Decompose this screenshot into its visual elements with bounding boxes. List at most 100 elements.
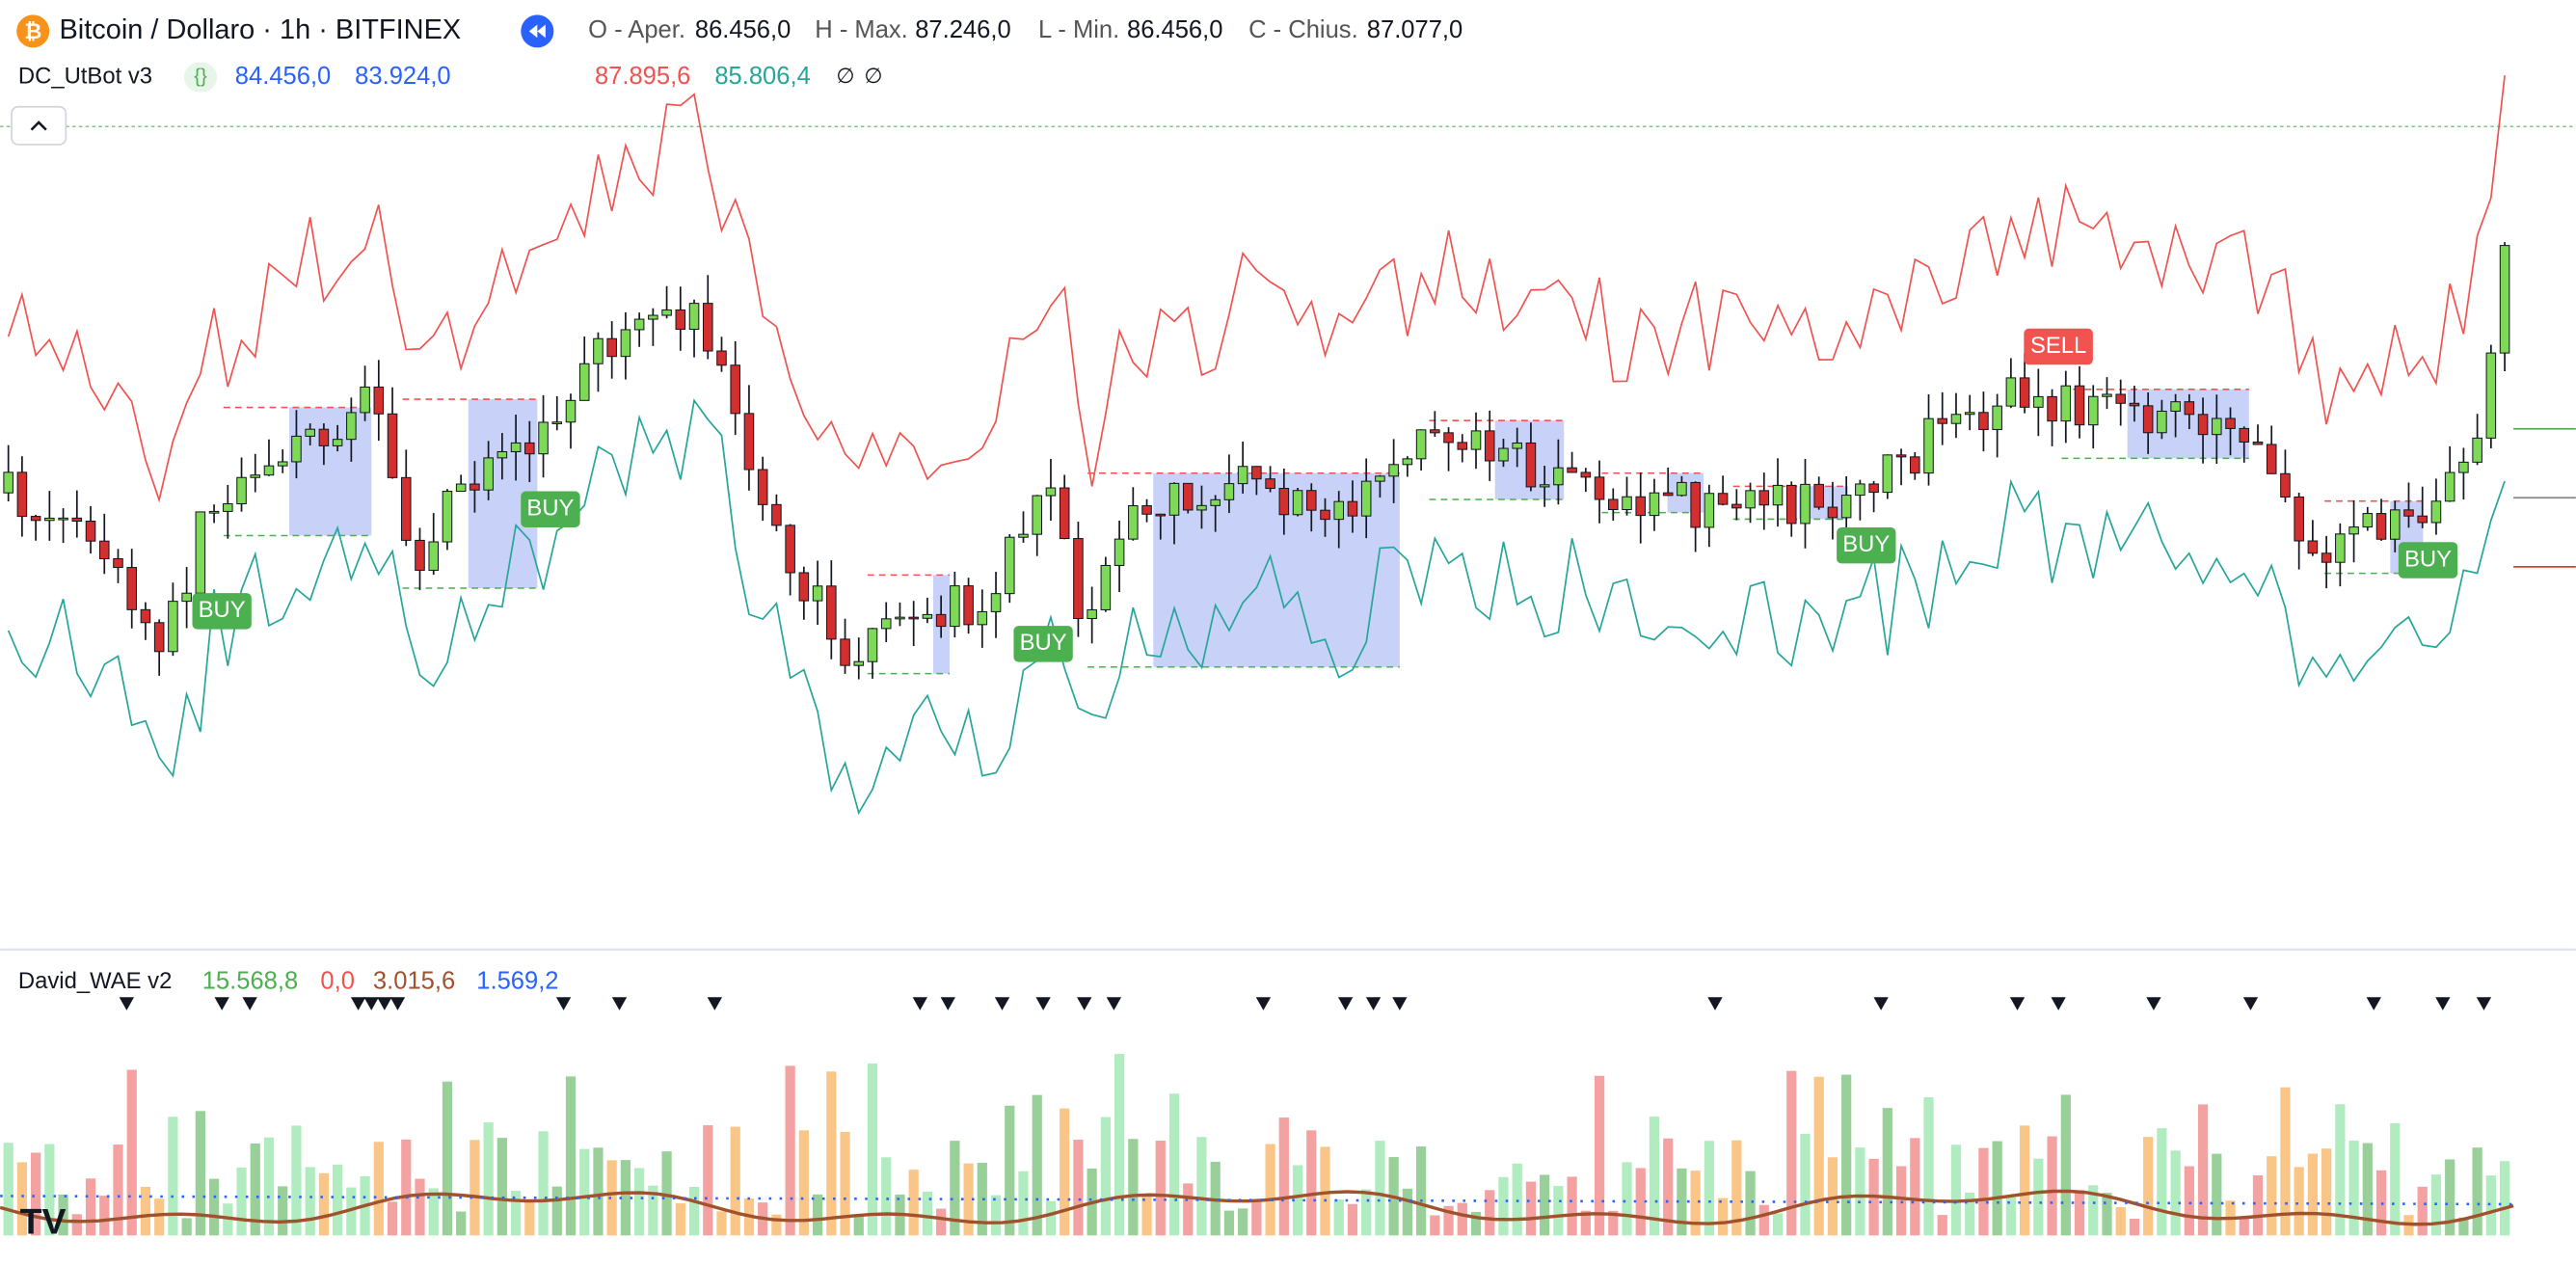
signal-triangle — [350, 997, 366, 1010]
candle-body — [113, 557, 123, 569]
signal-triangle — [1707, 997, 1723, 1010]
histogram-bar — [3, 1143, 13, 1236]
ohlc-label: O - Aper. — [588, 16, 685, 43]
candle-body — [2115, 393, 2126, 404]
histogram-bar — [442, 1081, 453, 1236]
candle-body — [798, 572, 810, 602]
histogram-bar — [85, 1178, 96, 1236]
candle-body — [1950, 414, 1962, 424]
candle-body — [1785, 484, 1797, 525]
candle-body — [1937, 417, 1948, 424]
histogram-bar — [1910, 1138, 1920, 1236]
indicator-value: ∅ — [864, 64, 882, 88]
candle-body — [98, 540, 110, 560]
candle-body — [771, 503, 782, 526]
candle-body — [853, 660, 865, 666]
candle-body — [2485, 352, 2497, 439]
histogram-bar — [2088, 1185, 2099, 1236]
candle-body — [496, 450, 508, 459]
candle-body — [606, 337, 617, 358]
histogram-bar — [881, 1157, 892, 1236]
signal-triangle — [2476, 997, 2492, 1010]
candle-body — [2499, 245, 2510, 354]
collapse-button[interactable] — [11, 105, 67, 146]
histogram-bar — [2197, 1104, 2209, 1236]
logo[interactable]: TV — [20, 1200, 67, 1241]
ohlc-label: L - Min. — [1038, 16, 1119, 43]
signal-triangle — [994, 997, 1010, 1010]
candle-body — [1662, 492, 1674, 497]
candle-body — [332, 439, 343, 446]
signal-label: BUY — [526, 496, 574, 522]
candle-body — [400, 476, 412, 541]
histogram-bar — [1923, 1097, 1934, 1236]
candle-body — [1622, 496, 1632, 511]
source-glyph: {} — [194, 65, 207, 87]
candle-body — [1004, 536, 1015, 595]
candle-body — [826, 585, 837, 640]
signal-triangle — [1873, 997, 1889, 1010]
indicator-name[interactable]: DC_UtBot v3 — [18, 63, 152, 89]
candle-body — [1910, 456, 1920, 474]
signal-triangle — [2435, 997, 2451, 1010]
histogram-bar — [2143, 1137, 2154, 1236]
histogram-bar — [16, 1162, 28, 1236]
signal-badge — [1013, 626, 1073, 662]
ohlc-label: C - Chius. — [1248, 16, 1358, 43]
histogram-bar — [2239, 1217, 2249, 1236]
histogram-bar — [1306, 1130, 1317, 1236]
histogram-bar — [1238, 1208, 1248, 1236]
candle-body — [1100, 564, 1112, 610]
histogram-bar — [1635, 1168, 1646, 1236]
candle-body — [2184, 401, 2195, 416]
signal-triangle — [1392, 997, 1408, 1010]
histogram-bar — [936, 1208, 947, 1236]
signal-triangle — [1106, 997, 1122, 1010]
histogram-bar — [1540, 1174, 1550, 1236]
histogram-bar — [2170, 1150, 2181, 1236]
signal-triangle — [2366, 997, 2381, 1010]
indicator-value: 87.895,6 — [595, 63, 690, 90]
candle-body — [1045, 487, 1057, 497]
histogram-bar — [1772, 1213, 1784, 1236]
histogram-bar — [154, 1198, 165, 1236]
candle-body — [2170, 401, 2181, 412]
histogram-bar — [606, 1160, 617, 1236]
candle-body — [428, 541, 440, 571]
histogram-bar — [1622, 1162, 1632, 1236]
histogram-bar — [126, 1069, 137, 1236]
histogram-bar — [2157, 1128, 2167, 1236]
histogram-bar — [1553, 1186, 1564, 1236]
histogram-bar — [470, 1140, 480, 1236]
histogram-bar — [373, 1142, 384, 1236]
histogram-bar — [990, 1195, 1002, 1236]
histogram-bar — [1045, 1200, 1057, 1236]
candle-body — [71, 517, 83, 523]
histogram-bar — [428, 1188, 439, 1236]
histogram-bar — [2417, 1186, 2428, 1236]
histogram-bar — [538, 1131, 549, 1236]
candle-body — [510, 442, 522, 453]
candle-body — [2430, 500, 2442, 524]
signal-label: SELL — [2030, 333, 2086, 359]
signal-labels: BUY BUY BUY BUY SELL BUY — [192, 328, 2458, 662]
candle-body — [1141, 505, 1152, 515]
indicator-value: 15.568,8 — [202, 968, 298, 995]
trend-line — [0, 1189, 2514, 1226]
candle-body — [1265, 478, 1275, 490]
histogram-bar — [1128, 1139, 1139, 1236]
candle-body — [757, 469, 768, 505]
candle-body — [688, 303, 700, 331]
signal-triangle — [2009, 997, 2026, 1010]
signal-triangle — [2051, 997, 2066, 1010]
histogram-bar — [675, 1203, 685, 1236]
collapse-icon — [30, 121, 47, 131]
histogram-bar — [1677, 1168, 1687, 1236]
histogram-bar — [2129, 1219, 2140, 1236]
signal-label: BUY — [199, 597, 246, 623]
indicator-name[interactable]: David_WAE v2 — [18, 968, 172, 994]
signal-triangle — [1035, 997, 1051, 1010]
candle-body — [2335, 533, 2346, 563]
histogram-bar — [1457, 1202, 1467, 1236]
